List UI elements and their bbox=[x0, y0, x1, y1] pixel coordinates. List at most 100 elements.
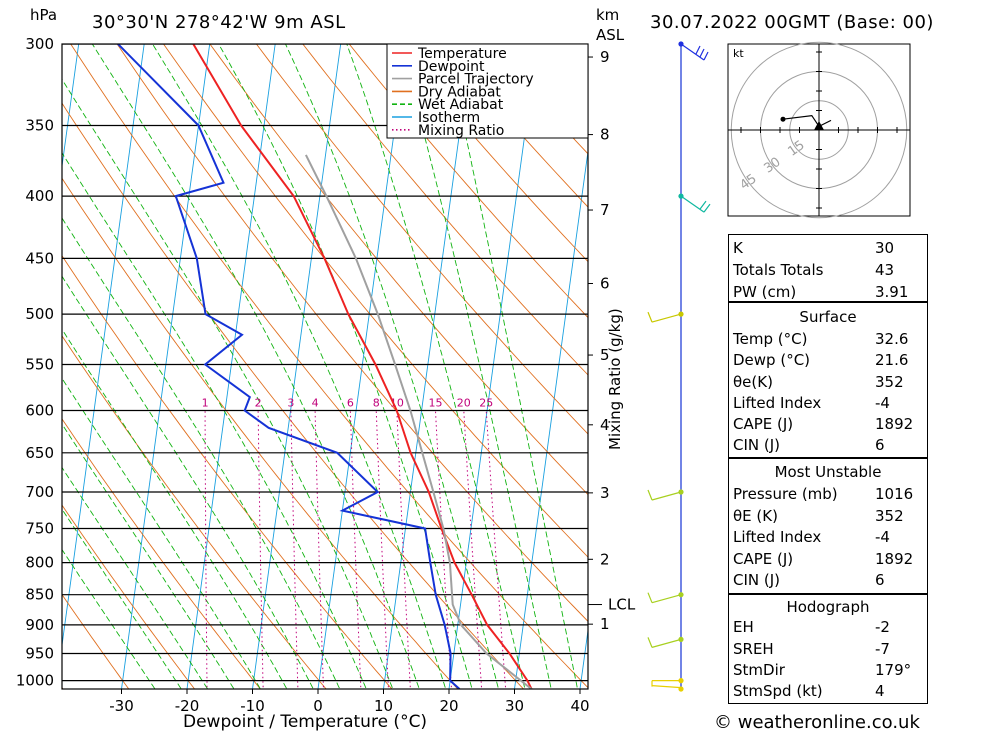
wet-adiabat-line bbox=[62, 275, 314, 689]
pressure-tick-label: 900 bbox=[25, 616, 54, 634]
dry-adiabat-line bbox=[62, 102, 525, 689]
lcl-label: LCL bbox=[608, 596, 636, 614]
temp-tick-label: 0 bbox=[313, 697, 323, 715]
dry-adiabat-line bbox=[348, 44, 588, 319]
mu-key: θE (K) bbox=[733, 507, 778, 525]
hodo-key: EH bbox=[733, 618, 754, 636]
wet-adiabat-line bbox=[218, 44, 473, 689]
wind-barb bbox=[647, 489, 682, 501]
dry-adiabat-line bbox=[302, 44, 588, 376]
pressure-tick-label: 400 bbox=[25, 187, 54, 205]
index-value: 30 bbox=[875, 239, 895, 257]
pressure-tick-label: 800 bbox=[25, 554, 54, 572]
km-tick-label: 6 bbox=[600, 274, 610, 292]
mixing-ratio-line bbox=[463, 410, 483, 689]
surface-row: Dewp (°C) 21.6 bbox=[733, 349, 923, 371]
wind-barb bbox=[651, 680, 682, 689]
hodo-value: -2 bbox=[875, 618, 890, 636]
legend-label: Isotherm bbox=[418, 110, 480, 126]
pressure-tick-label: 550 bbox=[25, 355, 54, 373]
mixing-ratio-line bbox=[349, 410, 362, 689]
surface-key: Lifted Index bbox=[733, 394, 822, 412]
x-axis-title: Dewpoint / Temperature (°C) bbox=[183, 712, 427, 732]
hodograph-point bbox=[780, 116, 786, 122]
surface-key: CAPE (J) bbox=[733, 415, 794, 433]
wind-profile bbox=[647, 41, 711, 692]
wind-barb-stroke bbox=[647, 489, 682, 501]
wind-barb-stroke bbox=[647, 637, 682, 648]
wet-adiabat-line bbox=[62, 152, 367, 689]
wet-adiabat-line bbox=[346, 44, 526, 689]
axes: 3003504004505005506006507007508008509009… bbox=[16, 35, 636, 715]
asl-unit-label: ASL bbox=[596, 26, 625, 44]
temp-tick-label: 40 bbox=[570, 697, 589, 715]
wind-barb-stroke bbox=[680, 43, 709, 61]
pressure-tick-label: 350 bbox=[25, 117, 54, 135]
km-tick-label: 8 bbox=[600, 126, 610, 144]
hodo-key: SREH bbox=[733, 640, 774, 658]
most-unstable-panel: Most Unstable Pressure (mb) 1016 θE (K) 35… bbox=[728, 458, 928, 594]
dry-adiabat-line bbox=[395, 44, 588, 263]
wet-adiabat-line bbox=[62, 423, 235, 689]
mixing-ratio-axis-title: Mixing Ratio (g/kg) bbox=[606, 308, 624, 450]
hodo-key: StmSpd (kt) bbox=[733, 682, 823, 700]
surface-value: 32.6 bbox=[875, 330, 909, 348]
pressure-tick-label: 500 bbox=[25, 305, 54, 323]
dry-adiabat-line bbox=[116, 44, 588, 623]
mixing-ratio-label: 15 bbox=[428, 397, 442, 410]
mu-row: CIN (J) 6 bbox=[733, 569, 923, 591]
hpa-unit-label: hPa bbox=[30, 6, 57, 24]
surface-value: -4 bbox=[875, 394, 890, 412]
wet-adiabat-line bbox=[62, 508, 182, 689]
wet-adiabat-line bbox=[91, 44, 420, 689]
wet-adiabat-line bbox=[62, 466, 209, 689]
isotherm-line bbox=[62, 44, 145, 649]
wind-barb-stroke bbox=[651, 680, 682, 689]
mu-row: Lifted Index -4 bbox=[733, 526, 923, 548]
temp-tick-label: 20 bbox=[439, 697, 458, 715]
location-title: 30°30'N 278°42'W 9m ASL bbox=[92, 12, 346, 33]
temp-tick-label: -20 bbox=[175, 697, 200, 715]
hodo-row: StmDir 179° bbox=[733, 659, 923, 681]
mixing-ratio-line bbox=[290, 410, 299, 689]
wet-adiabat-line bbox=[62, 548, 156, 689]
surface-value: 1892 bbox=[875, 415, 914, 433]
legend-label: Mixing Ratio bbox=[418, 123, 504, 139]
dry-adiabat-line bbox=[70, 44, 588, 689]
wet-adiabat-line bbox=[62, 328, 288, 689]
isotherm-line bbox=[0, 26, 16, 696]
dry-adiabat-line bbox=[62, 254, 393, 689]
surface-title: Surface bbox=[799, 308, 857, 326]
wind-barb bbox=[680, 195, 711, 213]
index-key: K bbox=[733, 239, 743, 257]
pressure-tick-label: 750 bbox=[25, 519, 54, 537]
mu-row: θE (K) 352 bbox=[733, 505, 923, 527]
legend-label: Temperature bbox=[417, 46, 507, 62]
mu-value: 1892 bbox=[875, 550, 914, 568]
mixing-ratio-label: 6 bbox=[347, 397, 354, 410]
surface-row: CAPE (J) 1892 bbox=[733, 413, 923, 435]
mixing-ratio-label: 25 bbox=[479, 397, 493, 410]
mixing-ratio-line bbox=[375, 410, 389, 689]
index-key: Totals Totals bbox=[733, 261, 824, 279]
wind-level-dot bbox=[678, 686, 684, 692]
km-tick-label: 7 bbox=[600, 201, 610, 219]
wind-barb bbox=[647, 311, 682, 323]
mixing-ratio-label: 20 bbox=[457, 397, 471, 410]
mixing-ratio-line bbox=[314, 410, 324, 689]
pressure-tick-label: 300 bbox=[25, 35, 54, 53]
surface-row: θe(K) 352 bbox=[733, 371, 923, 393]
surface-panel: Surface Temp (°C) 32.6 Dewp (°C) 21.6 θe(K… bbox=[728, 302, 928, 458]
pressure-tick-label: 450 bbox=[25, 249, 54, 267]
wet-adiabat-line bbox=[62, 78, 394, 689]
dry-adiabat-line bbox=[209, 44, 588, 496]
mu-row: CAPE (J) 1892 bbox=[733, 548, 923, 570]
legend-label: Parcel Trajectory bbox=[418, 72, 534, 88]
surface-row: CIN (J) 6 bbox=[733, 434, 923, 456]
pressure-tick-label: 950 bbox=[25, 644, 54, 662]
hodograph-unit: kt bbox=[733, 47, 744, 60]
hodo-row: SREH -7 bbox=[733, 638, 923, 660]
mu-row: Pressure (mb) 1016 bbox=[733, 483, 923, 505]
isotherm-line bbox=[186, 44, 276, 689]
